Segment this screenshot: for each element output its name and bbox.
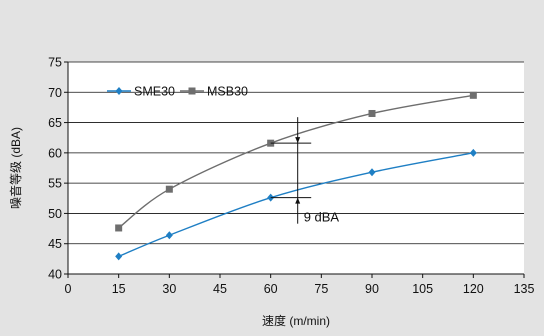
x-tick-label: 135 — [514, 282, 535, 296]
y-tick-label: 45 — [48, 237, 62, 251]
y-tick-label: 50 — [48, 207, 62, 221]
legend-label-sme30: SME30 — [134, 85, 175, 99]
legend-swatch-marker-msb30 — [188, 87, 196, 95]
data-point-msb30 — [115, 224, 123, 232]
series-line-sme30 — [118, 152, 474, 258]
data-point-sme30 — [115, 252, 123, 261]
y-tick-label: 55 — [48, 177, 62, 191]
legend-swatch-marker-sme30 — [115, 87, 123, 95]
y-tick-label: 40 — [48, 268, 62, 282]
x-tick-label: 0 — [65, 282, 72, 296]
y-tick-label: 65 — [48, 116, 62, 130]
data-point-msb30 — [469, 91, 477, 99]
x-tick-label: 45 — [213, 282, 227, 296]
y-tick-label: 70 — [48, 86, 62, 100]
x-tick-label: 30 — [162, 282, 176, 296]
y-axis-title: 噪音等级 (dBA) — [8, 127, 23, 209]
annotation-label: 9 dBA — [304, 210, 340, 225]
legend: SME30 MSB30 — [107, 85, 248, 99]
y-tick-label: 60 — [48, 146, 62, 160]
data-point-sme30 — [165, 231, 173, 240]
x-tick-label: 60 — [264, 282, 278, 296]
x-axis-title: 速度 (m/min) — [262, 313, 330, 328]
x-tick-label: 105 — [412, 282, 433, 296]
x-tick-label: 75 — [314, 282, 328, 296]
legend-label-msb30: MSB30 — [207, 85, 248, 99]
plot-background — [68, 62, 524, 274]
x-tick-label: 120 — [463, 282, 484, 296]
annotation-arrow-down — [295, 137, 301, 144]
gridlines — [68, 61, 524, 245]
x-tick-label: 15 — [112, 282, 126, 296]
data-point-msb30 — [165, 185, 173, 193]
data-point-sme30 — [469, 148, 477, 157]
annotation-arrow-up — [295, 197, 301, 204]
axes: 40 45 50 55 60 65 70 75 0 15 30 45 60 75 90 105 120 135 — [48, 56, 534, 297]
data-point-sme30 — [368, 168, 376, 177]
data-point-msb30 — [368, 109, 376, 117]
annotation: 9 dBA — [270, 117, 340, 225]
y-tick-label: 75 — [48, 56, 62, 70]
x-tick-label: 90 — [365, 282, 379, 296]
